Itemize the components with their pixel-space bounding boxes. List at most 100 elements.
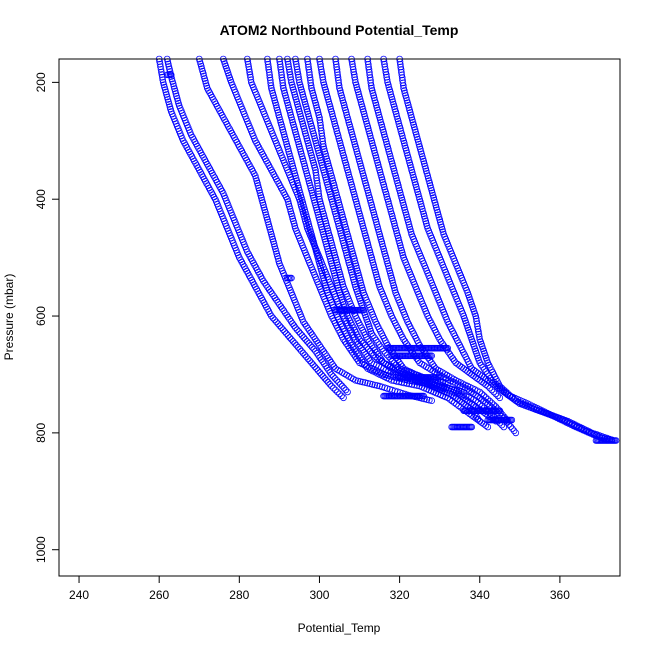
data-point <box>508 393 516 401</box>
data-point <box>279 326 287 334</box>
data-point <box>358 165 365 172</box>
data-point <box>383 257 391 265</box>
data-point <box>388 212 396 220</box>
data-point <box>321 375 329 382</box>
data-point <box>301 162 309 170</box>
data-point <box>385 264 393 272</box>
data-point <box>317 221 325 228</box>
data-point <box>304 355 312 363</box>
data-point <box>418 150 425 158</box>
data-point <box>411 126 419 133</box>
data-point <box>367 79 375 87</box>
data-point <box>353 148 361 155</box>
data-point <box>284 60 292 68</box>
data-point <box>454 360 462 368</box>
data-point <box>506 391 514 399</box>
data-point <box>388 157 395 165</box>
chart-title: ATOM2 Northbound Potential_Temp <box>220 22 459 38</box>
data-point <box>296 143 303 150</box>
data-point <box>359 222 367 230</box>
data-point <box>336 227 344 235</box>
data-point <box>368 254 375 261</box>
data-point <box>357 98 365 106</box>
data-point <box>314 106 321 114</box>
data-point <box>428 187 436 194</box>
data-point <box>359 378 367 386</box>
data-point <box>265 66 273 73</box>
data-point <box>366 130 373 137</box>
data-point <box>272 248 280 255</box>
data-point <box>301 206 309 214</box>
data-point <box>402 209 409 216</box>
data-point <box>317 122 324 129</box>
data-point <box>416 198 424 205</box>
data-point <box>406 380 413 388</box>
data-point <box>285 66 293 73</box>
data-point <box>488 399 496 407</box>
y-axis-label: Pressure (mbar) <box>2 274 16 361</box>
data-point <box>349 186 357 193</box>
data-point <box>473 317 480 325</box>
data-point <box>333 66 341 73</box>
data-point <box>350 191 358 198</box>
data-point <box>293 341 300 349</box>
data-point <box>478 419 486 427</box>
data-point <box>322 238 329 245</box>
data-point <box>351 257 359 265</box>
data-point <box>370 261 377 269</box>
data-point <box>391 105 399 113</box>
data-point <box>305 69 313 76</box>
data-point <box>349 250 357 258</box>
data-point <box>444 344 452 352</box>
data-point <box>405 221 413 228</box>
data-point <box>361 230 369 237</box>
data-point <box>394 118 402 125</box>
x-tick-label: 320 <box>390 588 410 602</box>
data-point <box>157 66 165 73</box>
data-point <box>374 159 381 167</box>
data-point <box>403 97 411 104</box>
data-point <box>325 250 333 258</box>
data-point <box>366 132 374 140</box>
data-point <box>313 250 321 258</box>
data-point <box>485 372 493 380</box>
data-point <box>312 101 320 109</box>
data-point <box>244 60 252 68</box>
data-point <box>334 388 341 396</box>
data-point <box>246 71 254 78</box>
data-point <box>347 266 355 274</box>
data-point <box>368 137 375 145</box>
data-point <box>364 61 372 68</box>
data-point <box>342 109 350 116</box>
data-point <box>340 242 348 249</box>
data-point <box>316 114 323 121</box>
data-point <box>268 84 275 92</box>
data-point <box>165 98 172 106</box>
data-point <box>293 177 301 185</box>
data-point <box>313 177 321 184</box>
data-point <box>351 73 358 81</box>
data-point <box>315 190 323 198</box>
data-point <box>268 312 275 320</box>
data-point <box>509 425 516 433</box>
data-point <box>172 90 180 97</box>
data-point <box>357 215 365 223</box>
data-point <box>266 71 273 79</box>
data-point <box>258 194 265 202</box>
data-point <box>169 80 177 88</box>
data-point <box>319 373 327 380</box>
data-point <box>420 212 428 220</box>
data-point <box>166 103 174 110</box>
data-point <box>316 154 324 162</box>
data-point <box>299 155 307 163</box>
data-point <box>284 145 292 153</box>
data-point <box>412 128 419 136</box>
data-point <box>167 71 175 79</box>
data-point <box>364 239 371 247</box>
data-point <box>298 194 305 202</box>
data-point <box>291 91 299 98</box>
data-point <box>198 63 205 70</box>
data-point <box>349 66 357 73</box>
data-point <box>394 234 402 242</box>
data-point <box>316 119 324 126</box>
